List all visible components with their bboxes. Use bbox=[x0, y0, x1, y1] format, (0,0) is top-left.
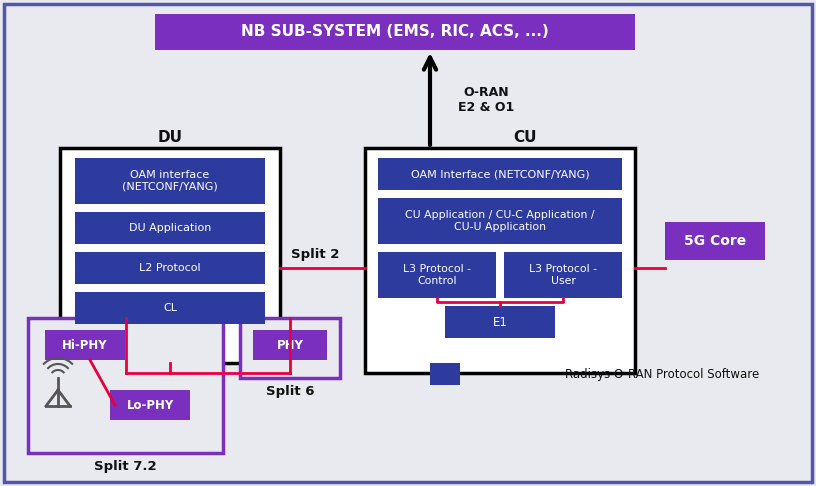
Text: PHY: PHY bbox=[277, 339, 304, 351]
Text: OAM Interface (NETCONF/YANG): OAM Interface (NETCONF/YANG) bbox=[410, 169, 589, 179]
Text: Hi-PHY: Hi-PHY bbox=[62, 339, 108, 351]
Bar bbox=[430, 363, 460, 385]
Text: L3 Protocol -
User: L3 Protocol - User bbox=[529, 264, 597, 286]
Bar bbox=[365, 148, 635, 373]
Text: E1: E1 bbox=[493, 315, 508, 329]
Text: CU Application / CU-C Application /
CU-U Application: CU Application / CU-C Application / CU-U… bbox=[406, 210, 595, 232]
Bar bbox=[60, 148, 280, 363]
Bar bbox=[665, 222, 765, 260]
Bar bbox=[378, 252, 496, 298]
Bar bbox=[378, 198, 622, 244]
Text: NB SUB-SYSTEM (EMS, RIC, ACS, ...): NB SUB-SYSTEM (EMS, RIC, ACS, ...) bbox=[241, 24, 549, 39]
Text: O-RAN
E2 & O1: O-RAN E2 & O1 bbox=[458, 86, 514, 114]
Text: 5G Core: 5G Core bbox=[684, 234, 746, 248]
Bar bbox=[378, 158, 622, 190]
Bar bbox=[110, 390, 190, 420]
Text: Radisys O-RAN Protocol Software: Radisys O-RAN Protocol Software bbox=[565, 367, 759, 381]
Bar bbox=[504, 252, 622, 298]
Bar bbox=[75, 252, 265, 284]
Text: L3 Protocol -
Control: L3 Protocol - Control bbox=[403, 264, 471, 286]
Text: Split 7.2: Split 7.2 bbox=[94, 459, 157, 472]
Bar bbox=[155, 14, 635, 50]
Text: L2 Protocol: L2 Protocol bbox=[140, 263, 201, 273]
Text: Split 2: Split 2 bbox=[290, 247, 339, 260]
Text: CU: CU bbox=[513, 129, 537, 144]
Bar bbox=[45, 330, 125, 360]
Bar bbox=[28, 318, 223, 453]
Text: DU: DU bbox=[157, 129, 183, 144]
Bar bbox=[75, 212, 265, 244]
Bar bbox=[240, 318, 340, 378]
Bar bbox=[445, 306, 555, 338]
Bar bbox=[253, 330, 327, 360]
Text: CL: CL bbox=[163, 303, 177, 313]
Bar bbox=[75, 158, 265, 204]
Text: DU Application: DU Application bbox=[129, 223, 211, 233]
Text: Lo-PHY: Lo-PHY bbox=[126, 399, 174, 412]
Text: OAM interface
(NETCONF/YANG): OAM interface (NETCONF/YANG) bbox=[122, 170, 218, 192]
Bar bbox=[75, 292, 265, 324]
Text: Split 6: Split 6 bbox=[266, 384, 314, 398]
